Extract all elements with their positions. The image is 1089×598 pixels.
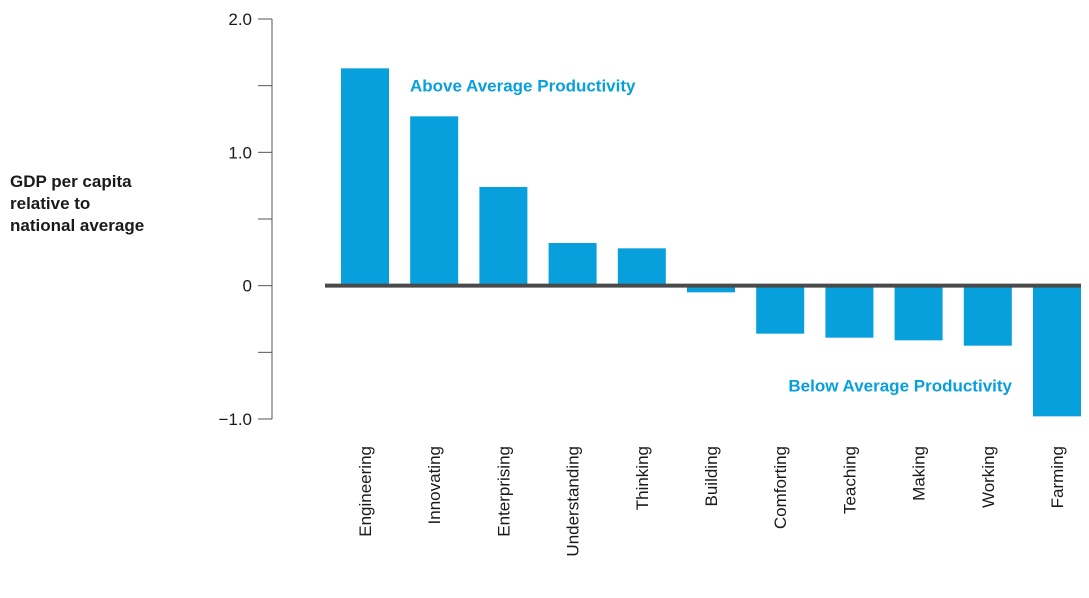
category-label-working: Working [979,446,998,508]
category-label-enterprising: Enterprising [494,446,513,537]
above-average-annotation: Above Average Productivity [410,77,636,96]
bar-building [687,285,735,293]
bar-working [963,285,1012,346]
bar-understanding [548,243,597,286]
category-label-engineering: Engineering [356,446,375,537]
bar-teaching [825,285,874,338]
below-average-annotation: Below Average Productivity [788,377,1012,396]
y-tick-label: 0 [243,277,252,296]
y-tick-label: 2.0 [228,10,252,29]
category-label-making: Making [910,446,929,501]
bar-comforting [756,285,805,334]
bar-making [894,285,943,341]
category-label-thinking: Thinking [633,446,652,510]
bars [341,68,1081,417]
bar-innovating [410,116,459,286]
category-labels: Engineering Innovating Enterprising Underst… [356,446,1067,557]
category-label-teaching: Teaching [840,446,859,514]
category-label-comforting: Comforting [771,446,790,529]
category-label-farming: Farming [1048,446,1067,508]
category-label-innovating: Innovating [425,446,444,524]
y-axis-label-line-2: relative to [10,194,91,213]
bar-engineering [341,68,389,286]
y-axis: 2.0 1.0 0 −1.0 [218,10,273,429]
y-axis-label: GDP per capita relative to national aver… [10,171,210,237]
bar-thinking [617,248,666,286]
y-tick-label: 1.0 [228,143,252,162]
bar-farming [1033,285,1081,417]
y-axis-label-line-3: national average [10,216,145,235]
category-label-understanding: Understanding [564,446,583,557]
annotations: Above Average Productivity Below Average … [410,77,1013,396]
y-tick-label: −1.0 [218,410,252,429]
y-axis-label-line-1: GDP per capita [10,172,132,191]
bar-enterprising [479,187,528,286]
category-label-building: Building [702,446,721,507]
